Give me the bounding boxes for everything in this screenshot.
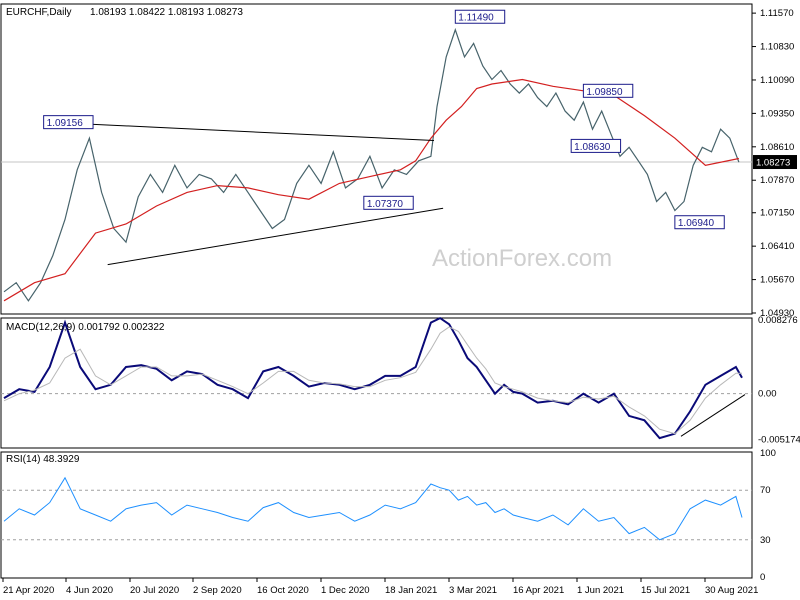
axis-labels: 1.11570 1.10830 1.10090 1.09350 1.08610 1.078… [2, 8, 800, 596]
rsi-y-tick-label: 0 [760, 572, 765, 583]
rsi-panel [1, 476, 752, 541]
x-tick-label: 18 Jan 2021 [385, 585, 437, 596]
x-tick-label: 1 Dec 2020 [321, 585, 370, 596]
macd-signal-line [3, 326, 742, 435]
price-annotation-label: 1.08630 [574, 142, 611, 153]
macd-y-tick-label: -0.005174 [758, 435, 800, 446]
price-trendline [107, 207, 444, 266]
price-y-tick-label: 1.05670 [760, 275, 794, 286]
x-tick-label: 30 Aug 2021 [705, 585, 758, 596]
price-y-tick-label: 1.08610 [760, 142, 794, 153]
x-tick-label: 20 Jul 2020 [130, 585, 179, 596]
macd-title: MACD(12,26,9) 0.001792 0.002322 [6, 322, 165, 333]
macd-panel [1, 316, 752, 440]
price-annotation-box [570, 138, 622, 153]
rsi-y-tick-label: 30 [760, 535, 771, 546]
price-annotation-label: 1.06940 [678, 218, 715, 229]
price-y-tick-label: 1.07870 [760, 175, 794, 186]
price-annotation-box [43, 115, 94, 130]
price-annotation-box [363, 195, 414, 210]
x-tick-label: 3 Mar 2021 [449, 585, 497, 596]
price-annotation-box [582, 83, 634, 98]
macd-panel-frame [0, 317, 753, 449]
watermark: ActionForex.com [432, 245, 612, 272]
rsi-panel-frame [0, 451, 753, 579]
price-y-tick-label: 1.11570 [760, 8, 794, 19]
price-annotation-label: 1.07370 [367, 199, 404, 210]
x-tick-label: 16 Apr 2021 [513, 585, 564, 596]
x-tick-label: 21 Apr 2020 [3, 585, 54, 596]
price-y-tick-label: 1.10830 [760, 42, 794, 53]
x-tick-label: 1 Jun 2021 [577, 585, 624, 596]
macd-y-tick-label: 0.00 [758, 389, 777, 400]
price-y-tick-label: 1.06410 [760, 241, 794, 252]
macd-y-tick-label: 0.008276 [758, 315, 798, 326]
price-annotation-label: 1.11490 [458, 13, 494, 24]
price-y-tick-label: 1.04930 [760, 308, 794, 319]
macd-trendline [680, 394, 746, 437]
rsi-y-tick-label: 100 [760, 448, 776, 459]
current-price-badge [753, 155, 797, 170]
price-annotation-label: 1.09156 [47, 118, 84, 129]
price-annotation-box [454, 9, 506, 24]
current-price-label: 1.08273 [756, 158, 790, 169]
rsi-line [3, 476, 743, 541]
price-title: EURCHF,Daily [6, 7, 72, 18]
x-tick-label: 15 Jul 2021 [641, 585, 690, 596]
price-y-tick-label: 1.10090 [760, 75, 794, 86]
x-tick-label: 16 Oct 2020 [257, 585, 309, 596]
rsi-y-tick-label: 70 [760, 485, 771, 496]
macd-line [3, 316, 743, 440]
price-panel: 1.11490 1.09156 1.09850 1.08630 1.07370 1.069… [3, 9, 740, 302]
x-tick-label: 2 Sep 2020 [193, 585, 242, 596]
rsi-title: RSI(14) 48.3929 [6, 454, 80, 465]
price-ohlc: 1.08193 1.08422 1.08193 1.08273 [90, 7, 243, 18]
price-close-line [3, 27, 740, 302]
price-panel-frame [0, 3, 753, 315]
price-moving-average-line [3, 78, 740, 302]
price-annotation-label: 1.09850 [586, 87, 623, 98]
x-tick-label: 4 Jun 2020 [66, 585, 113, 596]
price-y-tick-label: 1.07150 [760, 208, 794, 219]
price-trendline [43, 121, 434, 141]
price-y-tick-label: 1.09350 [760, 108, 794, 119]
price-annotation-box [674, 215, 725, 230]
